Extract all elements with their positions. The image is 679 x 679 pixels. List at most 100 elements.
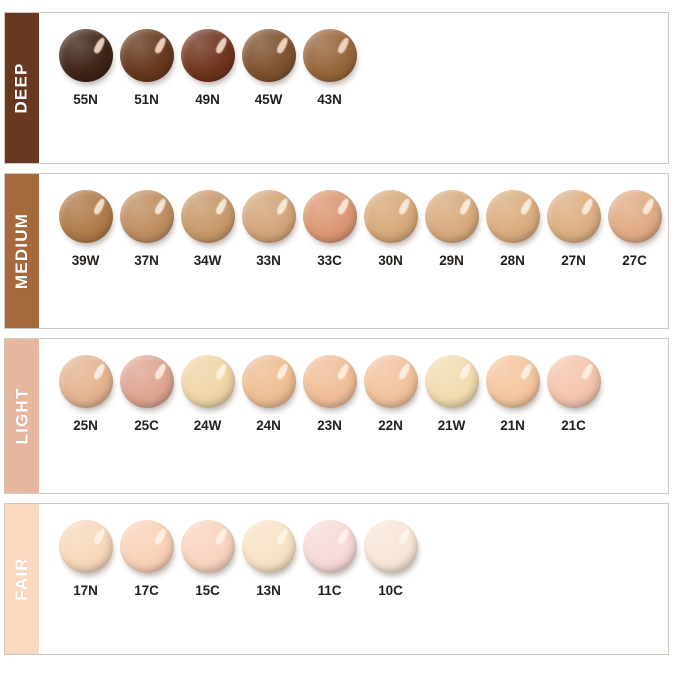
shade-color-dot	[119, 28, 174, 82]
shade-code-label: 28N	[500, 253, 525, 268]
band-label-light: LIGHT	[5, 339, 39, 493]
shade-swatch[interactable]: 27N	[543, 188, 604, 268]
band-body: 17N 17C 15C 13N 11C 10C	[39, 504, 668, 654]
swatch-dot-wrap	[302, 518, 358, 574]
shade-swatch[interactable]: 21N	[482, 353, 543, 433]
band-body: 25N 25C 24W 24N 23N 22N 21W 21N 21C	[39, 339, 668, 493]
band-label-medium: MEDIUM	[5, 174, 39, 328]
swatch-dot-wrap	[119, 27, 175, 83]
swatch-row: 39W 37N 34W 33N 33C 30N 29N 28N 27N 27C	[55, 188, 665, 268]
shade-swatch[interactable]: 11C	[299, 518, 360, 598]
shade-swatch[interactable]: 43N	[299, 27, 360, 107]
swatch-dot-wrap	[424, 188, 480, 244]
shade-color-dot	[302, 354, 357, 408]
shade-swatch[interactable]: 27C	[604, 188, 665, 268]
shade-swatch[interactable]: 10C	[360, 518, 421, 598]
shade-color-dot	[546, 189, 601, 243]
shade-color-dot	[546, 354, 601, 408]
band-label-text: FAIR	[12, 557, 31, 601]
shade-swatch[interactable]: 21W	[421, 353, 482, 433]
shade-swatch[interactable]: 49N	[177, 27, 238, 107]
shade-code-label: 25C	[134, 418, 159, 433]
swatch-dot-wrap	[424, 353, 480, 409]
shade-color-dot	[241, 28, 296, 82]
shade-swatch[interactable]: 30N	[360, 188, 421, 268]
swatch-dot-wrap	[58, 27, 114, 83]
shade-band-fair: FAIR 17N 17C 15C 13N 11C 10C	[4, 503, 669, 655]
shade-code-label: 21C	[561, 418, 586, 433]
band-label-deep: DEEP	[5, 13, 39, 163]
shade-swatch[interactable]: 51N	[116, 27, 177, 107]
shade-color-dot	[119, 189, 174, 243]
shade-swatch[interactable]: 21C	[543, 353, 604, 433]
shade-swatch[interactable]: 34W	[177, 188, 238, 268]
shade-color-dot	[607, 189, 662, 243]
shade-code-label: 30N	[378, 253, 403, 268]
shade-swatch[interactable]: 17C	[116, 518, 177, 598]
swatch-dot-wrap	[180, 353, 236, 409]
shade-swatch[interactable]: 45W	[238, 27, 299, 107]
shade-swatch[interactable]: 15C	[177, 518, 238, 598]
shade-swatch[interactable]: 33N	[238, 188, 299, 268]
shade-color-dot	[180, 189, 235, 243]
shade-code-label: 51N	[134, 92, 159, 107]
shade-color-dot	[485, 189, 540, 243]
swatch-dot-wrap	[485, 188, 541, 244]
swatch-dot-wrap	[241, 518, 297, 574]
shade-color-dot	[180, 28, 235, 82]
band-label-text: MEDIUM	[12, 212, 32, 290]
swatch-dot-wrap	[58, 353, 114, 409]
shade-swatch[interactable]: 13N	[238, 518, 299, 598]
swatch-dot-wrap	[546, 188, 602, 244]
shade-swatch[interactable]: 22N	[360, 353, 421, 433]
shade-color-dot	[363, 189, 418, 243]
shade-swatch[interactable]: 23N	[299, 353, 360, 433]
shade-swatch[interactable]: 39W	[55, 188, 116, 268]
band-label-fair: FAIR	[5, 504, 39, 654]
swatch-dot-wrap	[302, 353, 358, 409]
shade-swatch[interactable]: 25N	[55, 353, 116, 433]
swatch-dot-wrap	[119, 353, 175, 409]
shade-code-label: 43N	[317, 92, 342, 107]
shade-swatch[interactable]: 33C	[299, 188, 360, 268]
shade-code-label: 34W	[193, 253, 222, 268]
shade-code-label: 23N	[317, 418, 342, 433]
shade-swatch[interactable]: 29N	[421, 188, 482, 268]
swatch-dot-wrap	[241, 188, 297, 244]
shade-color-dot	[302, 28, 357, 82]
shade-color-dot	[363, 354, 418, 408]
shade-band-deep: DEEP 55N 51N 49N 45W 43N	[4, 12, 669, 164]
band-body: 55N 51N 49N 45W 43N	[39, 13, 668, 163]
shade-color-dot	[180, 519, 235, 573]
swatch-dot-wrap	[58, 518, 114, 574]
shade-color-dot	[241, 354, 296, 408]
shade-code-label: 45W	[254, 92, 283, 107]
shade-swatch[interactable]: 55N	[55, 27, 116, 107]
shade-color-dot	[58, 28, 113, 82]
shade-code-label: 24N	[256, 418, 281, 433]
shade-code-label: 17C	[134, 583, 159, 598]
shade-swatch[interactable]: 17N	[55, 518, 116, 598]
shade-swatch[interactable]: 37N	[116, 188, 177, 268]
shade-color-dot	[302, 189, 357, 243]
band-body: 39W 37N 34W 33N 33C 30N 29N 28N 27N 27C	[39, 174, 671, 328]
shade-swatch[interactable]: 24N	[238, 353, 299, 433]
shade-code-label: 55N	[73, 92, 98, 107]
shade-code-label: 33C	[317, 253, 342, 268]
swatch-dot-wrap	[363, 518, 419, 574]
shade-swatch[interactable]: 25C	[116, 353, 177, 433]
swatch-dot-wrap	[363, 353, 419, 409]
shade-color-dot	[241, 189, 296, 243]
shade-code-label: 21N	[500, 418, 525, 433]
shade-code-label: 21W	[437, 418, 466, 433]
swatch-dot-wrap	[363, 188, 419, 244]
swatch-dot-wrap	[607, 188, 663, 244]
shade-color-dot	[424, 354, 479, 408]
shade-code-label: 37N	[134, 253, 159, 268]
shade-code-label: 29N	[439, 253, 464, 268]
shade-color-dot	[363, 519, 418, 573]
shade-swatch[interactable]: 28N	[482, 188, 543, 268]
swatch-row: 17N 17C 15C 13N 11C 10C	[55, 518, 421, 598]
shade-swatch[interactable]: 24W	[177, 353, 238, 433]
